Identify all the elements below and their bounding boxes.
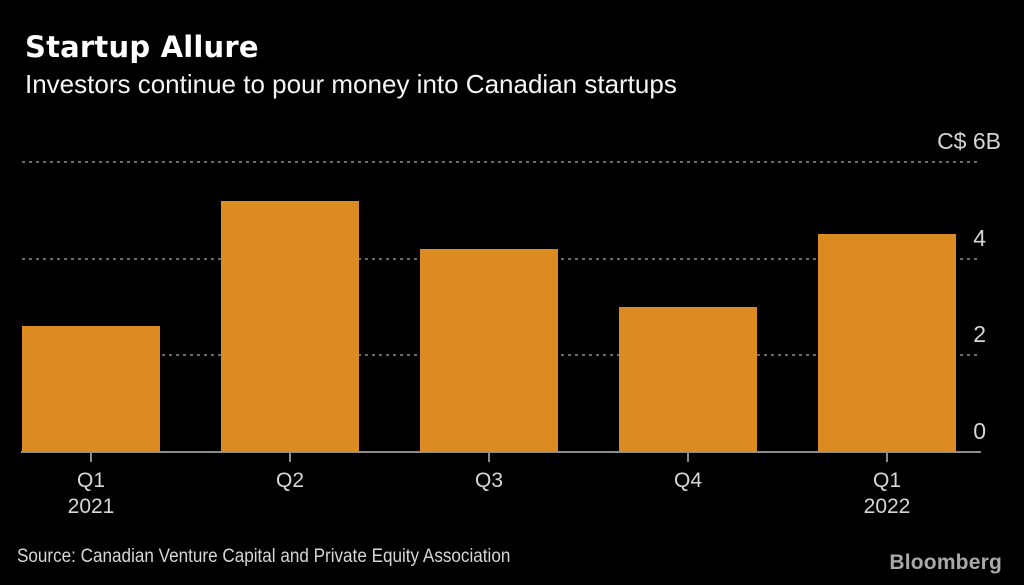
source-note: Source: Canadian Venture Capital and Pri… — [17, 546, 511, 567]
y-axis-label-0: 0 — [973, 418, 986, 444]
x-tick-q1-2022 — [886, 452, 888, 462]
x-axis-label-q1-2021: Q1 2021 — [67, 469, 115, 518]
chart-subtitle: Investors continue to pour money into Ca… — [25, 69, 677, 99]
bar-q3 — [420, 249, 558, 452]
bar-q1-2021 — [22, 326, 160, 452]
bloomberg-logo: Bloomberg — [889, 551, 1002, 574]
x-axis-label-q4: Q4 — [673, 469, 702, 492]
gridline-6 — [22, 161, 980, 163]
y-axis-label-4: 4 — [973, 224, 986, 251]
x-axis-line — [21, 451, 981, 453]
x-axis-label-q2: Q2 — [275, 469, 304, 492]
x-tick-q2 — [289, 452, 291, 462]
bar-q2 — [221, 201, 359, 452]
y-axis-label-2: 2 — [973, 321, 986, 348]
y-axis-label-6: C$ 6B — [937, 128, 1001, 154]
bar-q1-2022 — [818, 234, 956, 452]
x-axis-label-q3: Q3 — [474, 469, 503, 492]
bar-q4 — [619, 307, 757, 452]
x-tick-q1-2021 — [90, 452, 92, 462]
chart-title: Startup Allure — [25, 30, 259, 64]
x-tick-q4 — [687, 452, 689, 462]
x-tick-q3 — [488, 452, 490, 462]
x-axis-label-q1-2022: Q1 2022 — [863, 469, 911, 518]
